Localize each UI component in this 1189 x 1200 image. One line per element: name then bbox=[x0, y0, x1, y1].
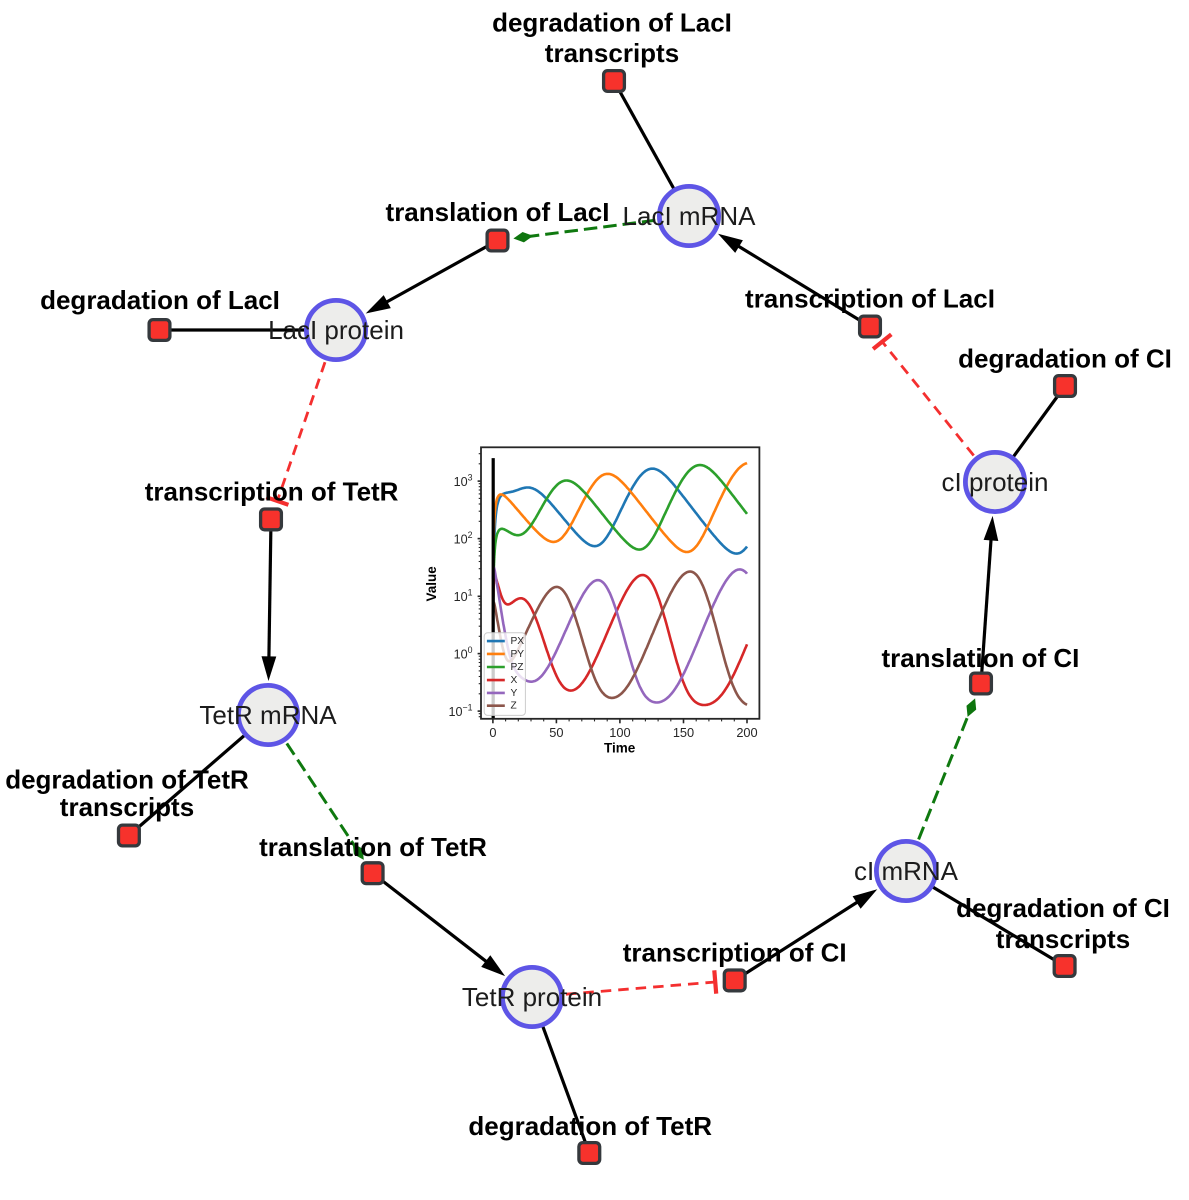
svg-text:degradation of LacI: degradation of LacI bbox=[40, 285, 280, 315]
svg-text:transcription of TetR: transcription of TetR bbox=[145, 476, 399, 506]
svg-text:TetR mRNA: TetR mRNA bbox=[199, 700, 337, 730]
svg-text:Z: Z bbox=[511, 701, 517, 712]
svg-text:transcripts: transcripts bbox=[996, 924, 1130, 954]
svg-text:transcripts: transcripts bbox=[60, 792, 194, 822]
svg-text:degradation of CI: degradation of CI bbox=[958, 344, 1172, 374]
svg-text:translation of LacI: translation of LacI bbox=[386, 197, 610, 227]
svg-text:degradation of CI: degradation of CI bbox=[956, 893, 1170, 923]
svg-text:TetR protein: TetR protein bbox=[462, 982, 602, 1012]
svg-text:Time: Time bbox=[604, 740, 636, 755]
svg-text:100: 100 bbox=[609, 725, 630, 740]
svg-text:translation of CI: translation of CI bbox=[881, 643, 1079, 673]
svg-text:degradation of TetR: degradation of TetR bbox=[468, 1111, 712, 1141]
svg-text:transcripts: transcripts bbox=[545, 38, 679, 68]
svg-text:PY: PY bbox=[511, 649, 525, 660]
svg-text:transcription of LacI: transcription of LacI bbox=[745, 284, 995, 314]
svg-text:Value: Value bbox=[424, 566, 439, 602]
svg-text:Y: Y bbox=[511, 688, 518, 699]
svg-text:PZ: PZ bbox=[511, 662, 524, 673]
svg-text:transcription of CI: transcription of CI bbox=[623, 938, 847, 968]
svg-text:LacI mRNA: LacI mRNA bbox=[623, 201, 757, 231]
svg-text:cI protein: cI protein bbox=[942, 467, 1049, 497]
svg-text:50: 50 bbox=[549, 725, 563, 740]
svg-text:degradation of LacI: degradation of LacI bbox=[492, 7, 732, 37]
svg-text:0: 0 bbox=[489, 725, 496, 740]
svg-text:150: 150 bbox=[673, 725, 694, 740]
svg-text:LacI protein: LacI protein bbox=[268, 315, 404, 345]
svg-text:cI mRNA: cI mRNA bbox=[854, 856, 959, 886]
svg-text:200: 200 bbox=[736, 725, 757, 740]
svg-text:PX: PX bbox=[511, 636, 525, 647]
svg-text:degradation of TetR: degradation of TetR bbox=[5, 765, 249, 795]
svg-text:X: X bbox=[511, 675, 518, 686]
svg-text:translation of TetR: translation of TetR bbox=[259, 832, 487, 862]
